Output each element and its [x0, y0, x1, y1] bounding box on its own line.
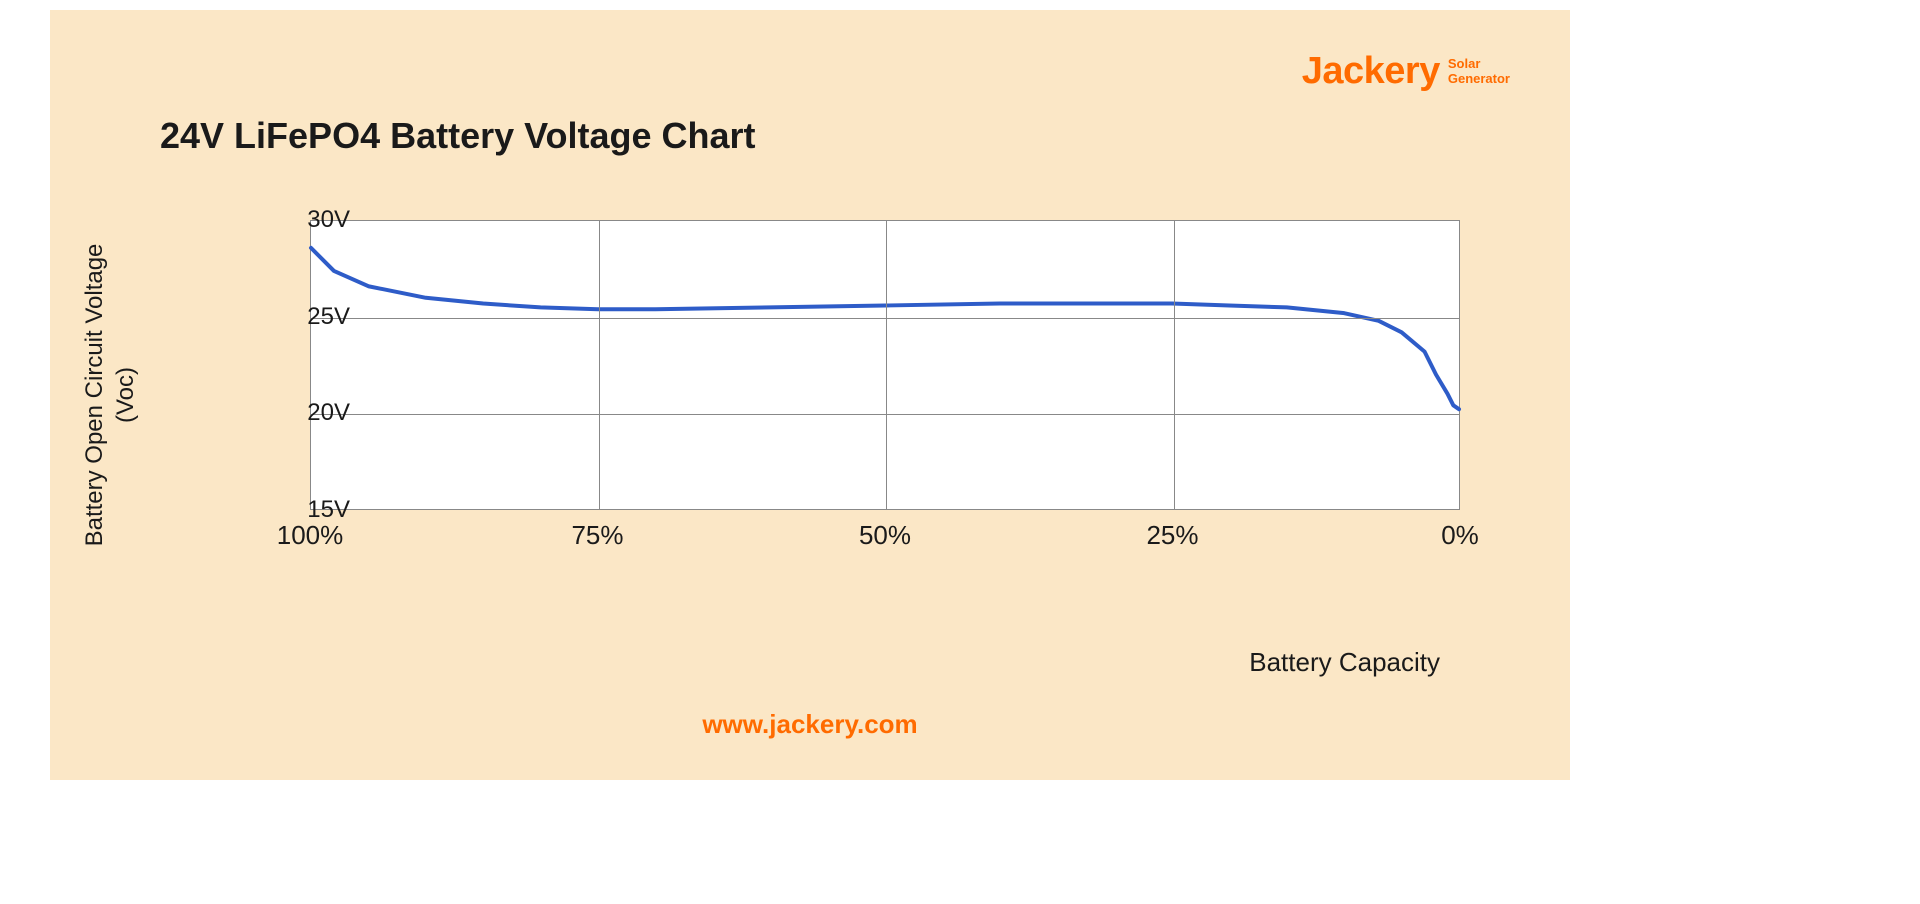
brand-logo: Jackery Solar Generator	[1302, 50, 1510, 93]
gridline-vertical	[599, 221, 600, 509]
brand-subtitle: Solar Generator	[1448, 57, 1510, 86]
chart-canvas: Jackery Solar Generator 24V LiFePO4 Batt…	[50, 10, 1570, 780]
y-tick-label: 30V	[290, 206, 350, 234]
voltage-curve	[311, 248, 1459, 409]
x-axis-label: Battery Capacity	[1249, 647, 1440, 678]
x-tick-label: 50%	[859, 520, 911, 551]
x-tick-label: 0%	[1441, 520, 1479, 551]
y-axis-label: Battery Open Circuit Voltage (Voc)	[79, 244, 141, 547]
gridline-vertical	[886, 221, 887, 509]
chart-area: Battery Open Circuit Voltage (Voc) Batte…	[130, 210, 1510, 580]
x-tick-label: 25%	[1146, 520, 1198, 551]
y-axis-label-line1: Battery Open Circuit Voltage	[81, 244, 108, 547]
x-tick-label: 100%	[277, 520, 344, 551]
footer-url: www.jackery.com	[702, 709, 917, 740]
brand-sub-line1: Solar	[1448, 56, 1481, 71]
gridline-vertical	[1174, 221, 1175, 509]
brand-sub-line2: Generator	[1448, 71, 1510, 86]
y-tick-label: 25V	[290, 303, 350, 331]
x-tick-label: 75%	[571, 520, 623, 551]
brand-name: Jackery	[1302, 50, 1440, 93]
gridline-horizontal	[311, 414, 1459, 415]
gridline-horizontal	[311, 318, 1459, 319]
line-path-svg	[311, 221, 1459, 509]
y-axis-label-line2: (Voc)	[112, 367, 139, 423]
y-tick-label: 20V	[290, 399, 350, 427]
chart-title: 24V LiFePO4 Battery Voltage Chart	[160, 115, 756, 157]
plot-region	[310, 220, 1460, 510]
